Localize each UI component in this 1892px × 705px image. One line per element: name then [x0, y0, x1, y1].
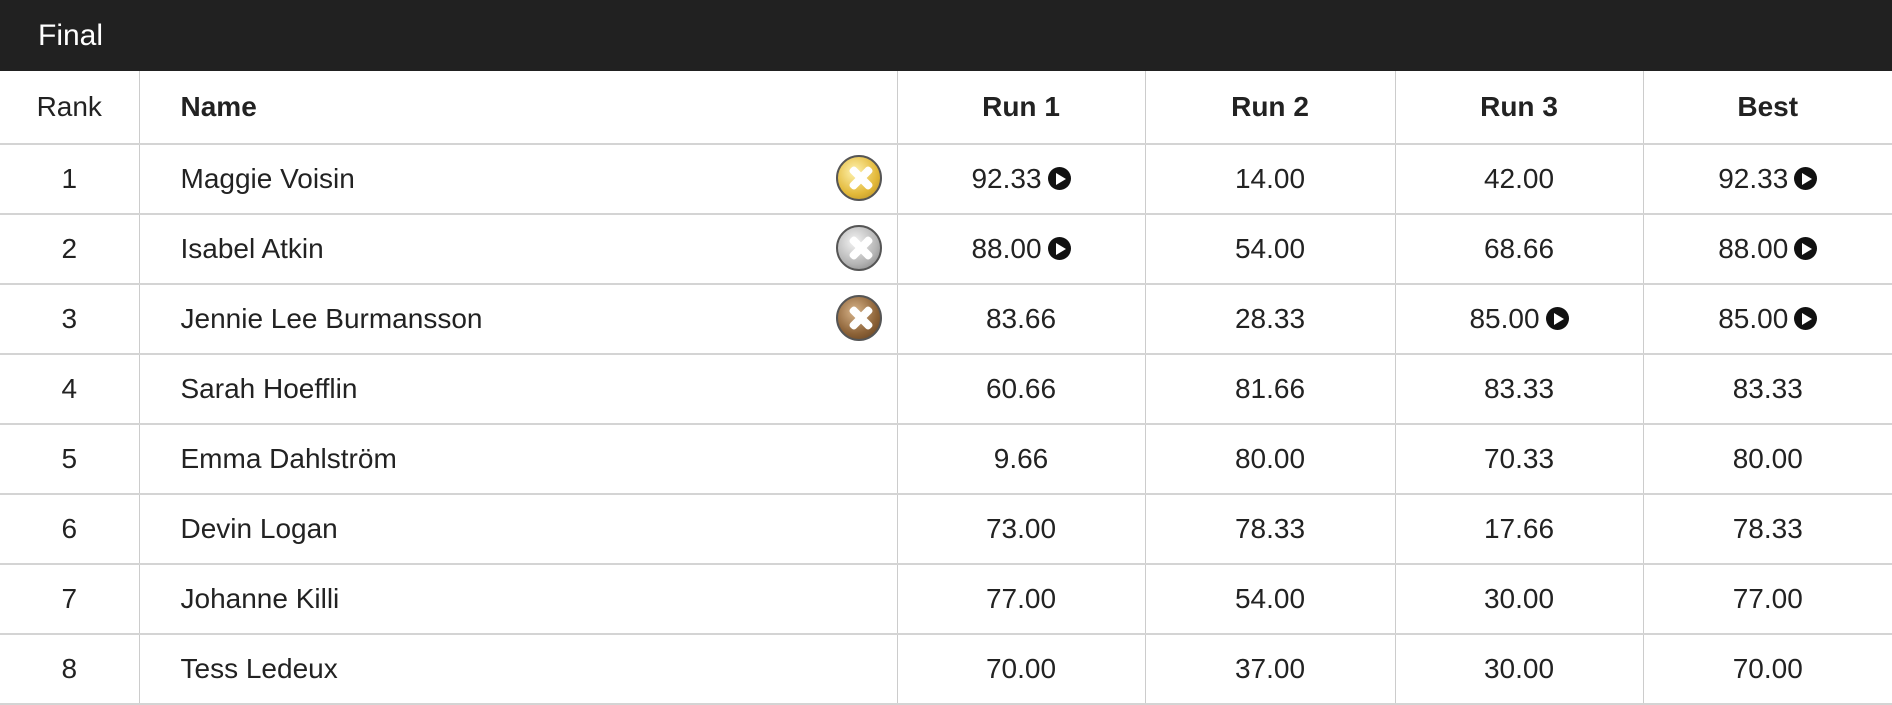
score: 92.33 — [971, 163, 1042, 194]
row: 6 Devin Logan 73.00 78.33 17.66 78.33 — [0, 494, 1892, 565]
play-icon[interactable] — [1545, 307, 1569, 330]
name: Sarah Hoefflin — [139, 354, 898, 425]
row: 4 Sarah Hoefflin 60.66 81.66 83.33 83.33 — [0, 354, 1892, 425]
score: 30.00 — [1395, 564, 1644, 635]
score: 54.00 — [1145, 214, 1396, 285]
row: 2 Isabel Atkin 88.00 54.00 68.66 88.00 — [0, 214, 1892, 285]
rank: 1 — [0, 144, 140, 215]
name: Maggie Voisin — [180, 163, 355, 194]
play-icon[interactable] — [1794, 167, 1818, 190]
column-header: Run 1 — [897, 71, 1146, 145]
name: Jennie Lee Burmansson — [180, 303, 483, 334]
score: 78.33 — [1145, 494, 1396, 565]
score: 83.66 — [897, 284, 1146, 355]
score-cell: 92.33 — [897, 144, 1146, 215]
score: 54.00 — [1145, 564, 1396, 635]
gold-medal — [835, 155, 882, 201]
name-cell: Jennie Lee Burmansson — [139, 284, 898, 355]
rank: 2 — [0, 214, 140, 285]
row: 5 Emma Dahlström 9.66 80.00 70.33 80.00 — [0, 424, 1892, 495]
column-header: Rank — [0, 71, 140, 145]
score: 28.33 — [1145, 284, 1396, 355]
score: 88.00 — [1718, 233, 1789, 264]
name: Emma Dahlström — [139, 424, 898, 495]
score: 37.00 — [1145, 634, 1396, 705]
play-icon[interactable] — [1794, 307, 1818, 330]
score-cell: 88.00 — [897, 214, 1146, 285]
score: 78.33 — [1643, 494, 1892, 565]
score: 70.00 — [897, 634, 1146, 705]
row: 8 Tess Ledeux 70.00 37.00 30.00 70.00 — [0, 634, 1892, 705]
score: 14.00 — [1145, 144, 1396, 215]
score: 85.00 — [1718, 303, 1789, 334]
column-header: Run 3 — [1395, 71, 1644, 145]
score-cell: 85.00 — [1643, 284, 1892, 355]
score: 83.33 — [1395, 354, 1644, 425]
play-icon[interactable] — [1794, 237, 1818, 260]
score: 77.00 — [1643, 564, 1892, 635]
rank: 4 — [0, 354, 140, 425]
score-cell: 92.33 — [1643, 144, 1892, 215]
column-header: Run 2 — [1145, 71, 1396, 145]
name: Tess Ledeux — [139, 634, 898, 705]
results-table: Rank Name Run 1 Run 2 Run 3 Best 1 Maggi… — [0, 71, 1892, 705]
play-icon[interactable] — [1047, 167, 1071, 190]
score: 17.66 — [1395, 494, 1644, 565]
row: 1 Maggie Voisin 92.33 14.00 42.00 92.33 — [0, 144, 1892, 215]
score: 68.66 — [1395, 214, 1644, 285]
score: 70.33 — [1395, 424, 1644, 495]
score: 70.00 — [1643, 634, 1892, 705]
row: 7 Johanne Killi 77.00 54.00 30.00 77.00 — [0, 564, 1892, 635]
score: 85.00 — [1469, 303, 1540, 334]
score: 73.00 — [897, 494, 1146, 565]
silver-medal — [835, 225, 882, 271]
name: Isabel Atkin — [180, 233, 324, 264]
rank: 3 — [0, 284, 140, 355]
play-icon[interactable] — [1047, 237, 1071, 260]
header-bar: Final — [0, 0, 1892, 71]
score-cell: 88.00 — [1643, 214, 1892, 285]
score: 9.66 — [897, 424, 1146, 495]
score-cell: 85.00 — [1395, 284, 1644, 355]
rank: 8 — [0, 634, 140, 705]
header-title: Final — [38, 19, 104, 52]
rank: 5 — [0, 424, 140, 495]
row: 3 Jennie Lee Burmansson 83.66 28.33 85.0… — [0, 284, 1892, 355]
score: 30.00 — [1395, 634, 1644, 705]
score: 88.00 — [971, 233, 1042, 264]
column-header: Best — [1643, 71, 1892, 145]
name: Devin Logan — [139, 494, 898, 565]
score: 92.33 — [1718, 163, 1789, 194]
name-cell: Maggie Voisin — [139, 144, 898, 215]
score: 77.00 — [897, 564, 1146, 635]
name: Johanne Killi — [139, 564, 898, 635]
score: 60.66 — [897, 354, 1146, 425]
score: 42.00 — [1395, 144, 1644, 215]
rank: 6 — [0, 494, 140, 565]
name-cell: Isabel Atkin — [139, 214, 898, 285]
score: 80.00 — [1145, 424, 1396, 495]
header-row: Rank Name Run 1 Run 2 Run 3 Best — [0, 71, 1892, 145]
score: 81.66 — [1145, 354, 1396, 425]
rank: 7 — [0, 564, 140, 635]
bronze-medal — [835, 295, 882, 341]
score: 83.33 — [1643, 354, 1892, 425]
score: 80.00 — [1643, 424, 1892, 495]
column-header: Name — [139, 71, 898, 145]
